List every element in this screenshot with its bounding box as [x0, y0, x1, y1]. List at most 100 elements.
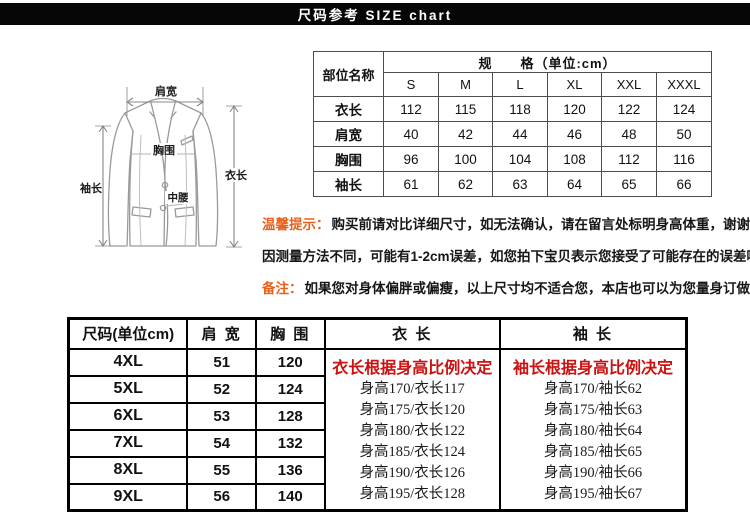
header-shoulder: 肩 宽	[186, 317, 257, 350]
cell: 65	[601, 171, 657, 197]
cell: 50	[656, 121, 712, 147]
size-col-xl: XL	[547, 72, 602, 97]
row-label: 胸围	[313, 146, 384, 172]
spec-row-sleeve: 袖长 61 62 63 64 65 66	[313, 171, 712, 197]
size-cell: 9XL	[67, 482, 189, 512]
spec-corner-header: 部位名称	[313, 51, 384, 97]
cell: 61	[383, 171, 439, 197]
cell: 44	[492, 121, 548, 147]
spec-size-table: 部位名称 规 格（单位:cm） S M L XL XXL XXXL 衣长 112…	[313, 51, 712, 197]
sleeve-note-line: 身高175/袖长63	[543, 401, 643, 418]
cell: 96	[383, 146, 439, 172]
size-col-xxxl: XXXL	[656, 72, 712, 97]
chest-cell: 124	[255, 374, 326, 404]
cell: 120	[547, 96, 602, 122]
shoulder-width-label: 肩宽	[155, 84, 177, 98]
spec-row-shoulder: 肩宽 40 42 44 46 48 50	[313, 121, 712, 147]
row-label: 肩宽	[313, 121, 384, 147]
jacket-outline	[107, 97, 219, 247]
cell: 66	[656, 171, 712, 197]
length-note-line: 身高170/衣长117	[359, 380, 465, 397]
note-remark-line: 备注： 如果您对身体偏胖或偏瘦，以上尺寸均不适合您，本店也可以为您量身订做YY。	[262, 273, 750, 305]
length-note-line: 身高195/衣长128	[359, 485, 466, 502]
chest-cell: 140	[255, 482, 326, 512]
jacket-diagram-svg: 肩宽 胸围 中腰 衣长 袖长	[80, 84, 249, 248]
table-row: 5XL 52 124	[67, 374, 687, 404]
size-cell: 4XL	[67, 347, 189, 377]
size-col-m: M	[438, 72, 493, 97]
notes-block: 温馨提示： 购买前请对比详细尺寸，如无法确认，请在留言处标明身高体重，谢谢！ 因测…	[262, 209, 750, 305]
remark-text: 如果您对身体偏胖或偏瘦，以上尺寸均不适合您，本店也可以为您量身订做YY。	[304, 281, 750, 296]
cell: 115	[438, 96, 493, 122]
garment-length-label: 衣长	[225, 168, 248, 182]
table-row: 4XL 51 120 衣长根据身高比例决定 身高170/衣长117 身高175/…	[67, 347, 688, 512]
cell: 108	[547, 146, 602, 172]
size-cell: 8XL	[67, 455, 189, 485]
tip-text: 购买前请对比详细尺寸，如无法确认，请在留言处标明身高体重，谢谢！	[331, 217, 750, 232]
header-chest: 胸 围	[255, 317, 326, 350]
tolerance-text: 因测量方法不同，可能有1-2cm误差，如您拍下宝贝表示您接受了可能存在的误差哦！	[262, 249, 750, 264]
table-row: 9XL 56 140	[67, 482, 687, 512]
chest-label: 胸围	[153, 143, 175, 157]
sleeve-note-cell: 袖长根据身高比例决定 身高170/袖长62 身高175/袖长63 身高180/袖…	[498, 347, 688, 512]
sleeve-note-line: 身高190/袖长66	[543, 464, 643, 481]
spec-row-chest: 胸围 96 100 104 108 112 116	[313, 146, 712, 172]
plus-header-row: 尺码(单位cm) 肩 宽 胸 围 衣 长 袖 长	[67, 317, 688, 350]
plus-size-table: 尺码(单位cm) 肩 宽 胸 围 衣 长 袖 长 4XL 51 120 衣长根据…	[67, 317, 688, 512]
table-row: 8XL 55 136	[67, 455, 687, 485]
row-label: 袖长	[313, 171, 384, 197]
header-size: 尺码(单位cm)	[67, 317, 189, 350]
cell: 62	[438, 171, 493, 197]
shoulder-cell: 52	[186, 374, 257, 404]
header-sleeve: 袖 长	[498, 317, 688, 350]
sleeve-length-label: 袖长	[80, 181, 103, 195]
size-col-s: S	[383, 72, 439, 97]
note-tolerance-line: 因测量方法不同，可能有1-2cm误差，如您拍下宝贝表示您接受了可能存在的误差哦！	[262, 241, 750, 273]
chest-cell: 120	[255, 347, 326, 377]
length-note-line: 身高190/衣长126	[359, 464, 466, 481]
spec-row-length: 衣长 112 115 118 120 122 124	[313, 96, 712, 122]
cell: 100	[438, 146, 493, 172]
shoulder-cell: 54	[186, 428, 257, 458]
length-note-line: 身高175/衣长120	[359, 401, 466, 418]
sleeve-note-line: 身高170/袖长62	[543, 380, 643, 397]
cell: 112	[383, 96, 439, 122]
cell: 124	[656, 96, 712, 122]
spec-size-header-row: S M L XL XXL XXXL	[314, 72, 712, 97]
page-title: 尺码参考 SIZE chart	[297, 8, 453, 23]
note-tip-line: 温馨提示： 购买前请对比详细尺寸，如无法确认，请在留言处标明身高体重，谢谢！	[262, 209, 750, 241]
remark-label: 备注：	[262, 281, 303, 296]
chest-cell: 128	[255, 401, 326, 431]
cell: 64	[547, 171, 602, 197]
label-bg	[165, 191, 192, 204]
table-row: 6XL 53 128	[67, 401, 687, 431]
chest-cell: 132	[255, 428, 326, 458]
length-note-title: 衣长根据身高比例决定	[332, 359, 493, 377]
length-note-cell: 衣长根据身高比例决定 身高170/衣长117 身高175/衣长120 身高180…	[323, 347, 501, 512]
label-bg	[223, 168, 249, 182]
sleeve-note-line: 身高185/袖长65	[543, 443, 643, 460]
length-note-line: 身高185/衣长124	[359, 443, 466, 460]
spec-unit-header: 规 格（单位:cm）	[383, 51, 712, 73]
cell: 122	[601, 96, 657, 122]
waist-label: 中腰	[168, 191, 189, 204]
size-cell: 7XL	[67, 428, 189, 458]
title-bar: 尺码参考 SIZE chart	[0, 3, 750, 25]
cell: 42	[438, 121, 493, 147]
shoulder-cell: 53	[186, 401, 257, 431]
label-bg	[151, 143, 177, 156]
label-bg	[153, 84, 179, 97]
cell: 116	[656, 146, 712, 172]
shoulder-cell: 51	[186, 347, 257, 377]
cell: 40	[383, 121, 439, 147]
cell: 48	[601, 121, 657, 147]
sleeve-note-line: 身高180/袖长64	[543, 422, 643, 439]
sleeve-note-line: 身高195/袖长67	[543, 485, 643, 502]
cell: 63	[492, 171, 548, 197]
chest-cell: 136	[255, 455, 326, 485]
cell: 46	[547, 121, 602, 147]
cell: 112	[601, 146, 657, 172]
jacket-measurement-diagram: 肩宽 胸围 中腰 衣长 袖长	[70, 40, 305, 310]
row-label: 衣长	[313, 96, 384, 122]
